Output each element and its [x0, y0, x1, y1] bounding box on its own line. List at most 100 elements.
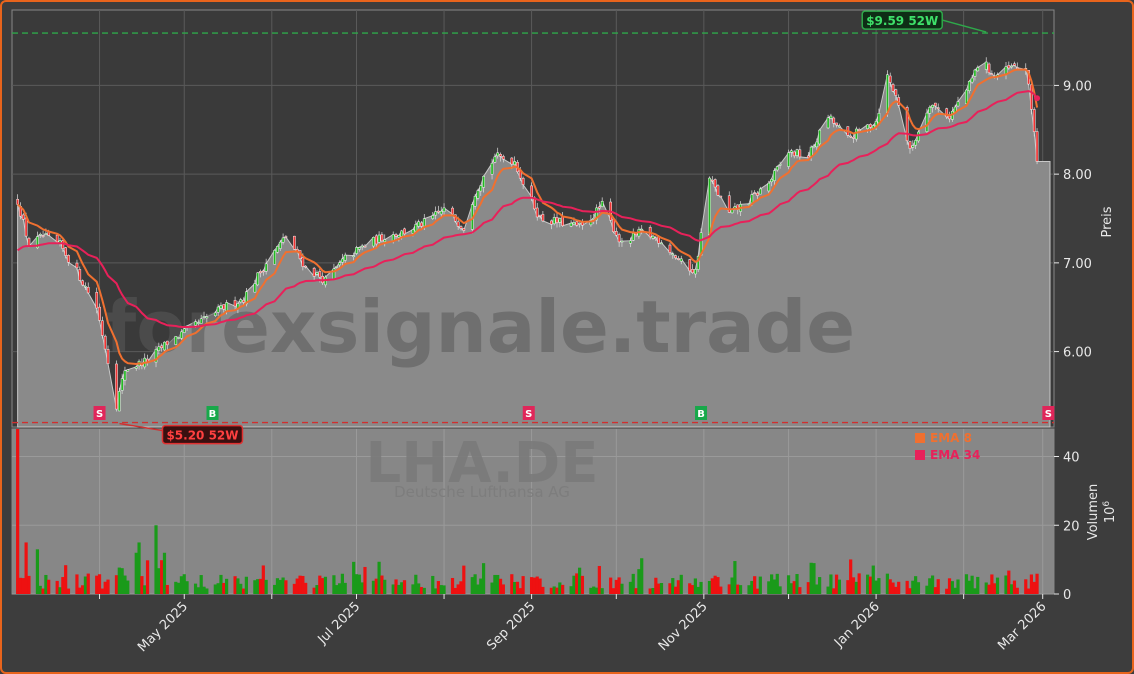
candle-body — [756, 192, 759, 196]
watermark-site: forexsignale.trade — [105, 285, 855, 369]
candle-body — [905, 107, 909, 142]
candle-body — [437, 210, 440, 213]
volume-bar — [21, 578, 25, 594]
volume-bar — [719, 586, 723, 594]
volume-bar — [513, 581, 517, 594]
volume-bar — [1010, 584, 1014, 594]
volume-bar — [654, 577, 658, 594]
volume-bar — [179, 576, 184, 594]
volume-bar — [699, 581, 703, 594]
volume-bar — [987, 584, 991, 594]
candle-body — [967, 81, 971, 92]
volume-bar — [984, 582, 988, 594]
legend-label: EMA 34 — [930, 448, 980, 462]
volume-bar — [1012, 580, 1017, 594]
volume-bar — [589, 587, 593, 594]
candle-body — [233, 300, 237, 307]
candle-body — [304, 265, 308, 268]
candle-body — [679, 258, 683, 262]
candle-body — [177, 337, 180, 339]
volume-bar — [990, 574, 994, 594]
volume-bar — [891, 582, 895, 594]
candle-body — [414, 224, 418, 232]
candle-body — [578, 222, 581, 225]
volume-bar — [417, 583, 421, 594]
volume-bar — [532, 577, 537, 594]
candle-body — [795, 149, 799, 156]
volume-bar — [894, 586, 898, 594]
volume-bar — [199, 575, 203, 594]
volume-bar — [679, 574, 683, 594]
candle-body — [165, 340, 169, 346]
volume-bar — [829, 574, 833, 594]
volume-bar — [755, 588, 760, 594]
volume-bar — [874, 580, 878, 594]
candle-body — [812, 145, 816, 148]
candle-body — [383, 239, 387, 243]
candle-body — [456, 221, 460, 227]
candle-body — [987, 63, 991, 74]
candle-body — [422, 218, 426, 227]
candle-body — [372, 237, 375, 247]
volume-bar — [273, 584, 277, 594]
volume-bar — [295, 578, 299, 594]
volume-bar — [380, 575, 384, 594]
candle-body — [1032, 109, 1036, 132]
volume-bar — [806, 582, 810, 594]
candle-body — [651, 235, 655, 239]
candle-body — [44, 233, 48, 235]
volume-bar — [846, 580, 850, 594]
volume-bar — [95, 575, 99, 594]
candle-body — [835, 122, 838, 126]
candle-body — [990, 73, 994, 75]
volume-bar — [1004, 575, 1008, 594]
candle-body — [261, 270, 265, 273]
volume-tick-label: 0 — [1063, 588, 1071, 603]
candle-body — [815, 141, 819, 148]
volume-bar — [609, 577, 613, 594]
volume-bar — [561, 584, 565, 594]
candle-body — [293, 235, 296, 250]
volume-bar — [100, 588, 104, 594]
volume-bar — [911, 580, 915, 594]
candle-body — [374, 235, 378, 245]
candle-body — [773, 170, 776, 181]
volume-bar — [80, 585, 85, 594]
volume-bar — [671, 578, 675, 594]
candle-body — [595, 207, 598, 221]
volume-tick-label: 20 — [1063, 519, 1080, 534]
candle-body — [612, 218, 615, 233]
candle-body — [442, 207, 446, 212]
volume-bar — [182, 574, 186, 594]
volume-bar — [66, 588, 71, 594]
candle-body — [256, 272, 260, 286]
candle-body — [499, 154, 502, 157]
volume-bar — [157, 568, 161, 594]
volume-bar — [205, 588, 209, 594]
candle-body — [934, 102, 937, 107]
candle-body — [614, 231, 618, 236]
volume-bar — [256, 579, 260, 594]
volume-bar — [304, 582, 308, 594]
volume-bar — [292, 583, 296, 594]
candle-body — [716, 185, 720, 196]
candle-body — [809, 146, 813, 157]
candle-body — [925, 112, 929, 132]
candle-body — [123, 370, 127, 381]
volume-bar — [253, 580, 257, 594]
volume-bar — [733, 561, 737, 594]
watermarks: forexsignale.trade LHA.DE Deutsche Lufth… — [105, 285, 855, 501]
volume-bar — [453, 587, 457, 594]
candle-body — [216, 306, 220, 313]
volume-bar — [549, 587, 553, 594]
volume-bar — [126, 580, 130, 594]
price-axis-label: Preis — [1100, 206, 1115, 237]
volume-bar — [1032, 581, 1036, 594]
candle-body — [984, 61, 988, 70]
candle-body — [886, 74, 889, 113]
volume-bar — [710, 578, 714, 594]
volume-bar — [160, 560, 164, 594]
candle-body — [490, 162, 494, 175]
signal-s-label: S — [525, 409, 532, 420]
